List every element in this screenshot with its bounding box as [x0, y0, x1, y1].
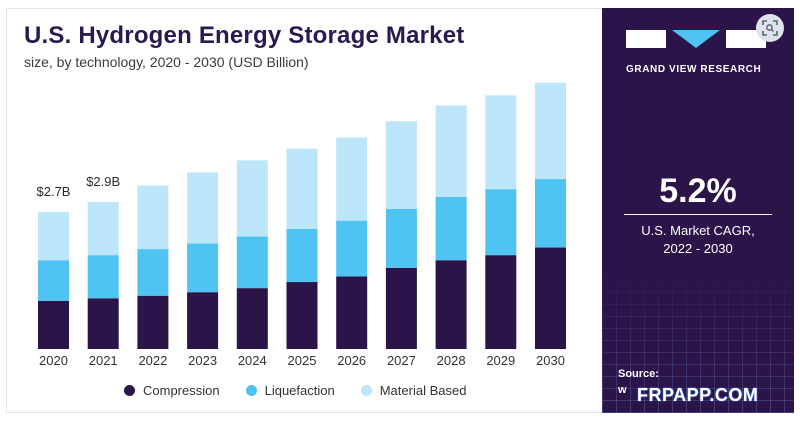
bar-liquefaction-2026 — [336, 220, 368, 277]
brand-name: GRAND VIEW RESEARCH — [626, 64, 762, 75]
x-tick-label-2030: 2030 — [536, 353, 565, 368]
logo-triangle — [672, 30, 720, 48]
bar-compression-2030 — [535, 247, 566, 349]
legend-label-liquefaction: Liquefaction — [264, 383, 335, 398]
bar-compression-2029 — [485, 255, 517, 349]
bar-material-based-2028 — [435, 105, 467, 197]
legend-label-compression: Compression — [143, 383, 220, 398]
x-tick-label-2021: 2021 — [89, 353, 118, 368]
cagr-label-line1: U.S. Market CAGR, — [641, 223, 755, 238]
bar-liquefaction-2025 — [286, 228, 318, 283]
source-label: Source: — [618, 368, 659, 380]
bar-liquefaction-2030 — [535, 179, 566, 248]
legend-item-material-based: Material Based — [360, 383, 467, 398]
bar-liquefaction-2029 — [485, 189, 517, 256]
x-tick-label-2020: 2020 — [39, 353, 68, 368]
x-tick-label-2028: 2028 — [437, 353, 466, 368]
cagr-value: 5.2% — [659, 172, 737, 210]
legend-label-material-based: Material Based — [379, 383, 467, 398]
bar-material-based-2023 — [187, 172, 219, 244]
bar-compression-2026 — [336, 276, 368, 349]
legend-item-liquefaction: Liquefaction — [245, 383, 335, 398]
x-tick-label-2027: 2027 — [387, 353, 416, 368]
x-tick-label-2029: 2029 — [486, 353, 515, 368]
x-tick-label-2023: 2023 — [188, 353, 217, 368]
logo-block-right — [726, 30, 766, 48]
cagr-label-line2: 2022 - 2030 — [663, 241, 733, 256]
x-tick-label-2024: 2024 — [238, 353, 267, 368]
bar-compression-2023 — [187, 292, 219, 349]
decorative-grid — [602, 263, 794, 413]
info-sidebar: GRAND VIEW RESEARCH 5.2% U.S. Market CAG… — [602, 8, 794, 413]
cagr-divider — [624, 214, 772, 215]
bar-material-based-2022 — [137, 185, 169, 250]
bar-compression-2021 — [87, 298, 119, 349]
bar-liquefaction-2021 — [87, 255, 119, 299]
bar-compression-2020 — [38, 300, 69, 349]
bar-material-based-2030 — [535, 82, 566, 180]
chart-legend: Compression Liquefaction Material Based — [124, 383, 466, 398]
bar-material-based-2027 — [385, 121, 417, 209]
bar-compression-2028 — [435, 260, 467, 349]
bar-material-based-2024 — [236, 160, 268, 237]
x-tick-label-2026: 2026 — [337, 353, 366, 368]
bar-liquefaction-2027 — [385, 208, 417, 268]
chart-subtitle: size, by technology, 2020 - 2030 (USD Bi… — [24, 54, 309, 70]
bar-liquefaction-2028 — [435, 196, 467, 261]
bar-material-based-2021 — [87, 201, 119, 256]
bar-compression-2025 — [286, 282, 318, 349]
data-label-2021: $2.9B — [86, 174, 120, 189]
bar-material-based-2020 — [38, 212, 69, 261]
legend-item-compression: Compression — [124, 383, 220, 398]
legend-swatch-liquefaction — [245, 385, 257, 396]
x-tick-label-2025: 2025 — [288, 353, 317, 368]
brand-logo — [626, 30, 766, 48]
bar-liquefaction-2023 — [187, 243, 219, 293]
data-label-2020: $2.7B — [37, 184, 71, 199]
bar-liquefaction-2020 — [38, 260, 69, 301]
bar-material-based-2029 — [485, 95, 517, 190]
bar-compression-2024 — [236, 288, 268, 349]
watermark-text: FRPAPP.COM — [637, 385, 759, 405]
lens-search-icon — [762, 20, 778, 36]
bar-material-based-2025 — [286, 148, 318, 229]
legend-swatch-material-based — [360, 385, 372, 396]
bar-material-based-2026 — [336, 137, 368, 221]
bar-liquefaction-2022 — [137, 249, 169, 296]
legend-swatch-compression — [124, 385, 135, 396]
bar-chart: 2020 $2.7B 2021 $2.9B 2022 2023 2024 2025 2026 20… — [37, 82, 566, 368]
cagr-label: U.S. Market CAGR, 2022 - 2030 — [602, 222, 794, 258]
bar-compression-2022 — [137, 295, 169, 349]
bar-liquefaction-2024 — [236, 236, 268, 289]
logo-block-left — [626, 30, 666, 48]
lens-search-button[interactable] — [756, 14, 784, 42]
chart-title: U.S. Hydrogen Energy Storage Market — [24, 22, 465, 49]
x-tick-label-2022: 2022 — [138, 353, 167, 368]
bar-compression-2027 — [385, 267, 417, 349]
source-url: w — [618, 384, 627, 396]
